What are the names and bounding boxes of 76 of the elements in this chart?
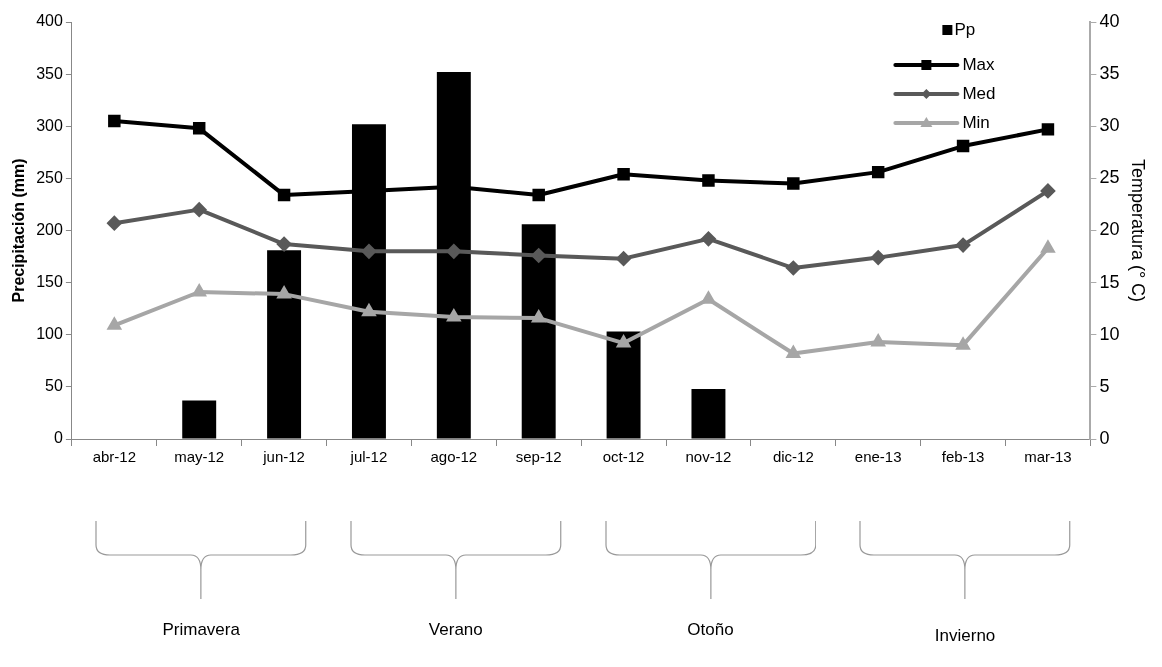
point [1041, 241, 1055, 253]
point [956, 139, 970, 153]
point [107, 216, 122, 231]
text: Invierno [934, 626, 996, 646]
y2-tick-label: 20 [1099, 219, 1120, 240]
point [446, 244, 461, 259]
x-tick-label: nov-12 [685, 448, 732, 466]
y-tick-label: 300 [36, 116, 63, 134]
point [1041, 123, 1055, 136]
x-tick-label: ago-12 [430, 448, 478, 466]
y-tick-label: 400 [36, 12, 63, 30]
text: Primavera [162, 620, 240, 640]
x-tick-label: may-12 [174, 448, 225, 466]
legend-label: Min [962, 112, 990, 132]
point [871, 250, 886, 265]
y-tick-label: 350 [36, 64, 63, 82]
point [277, 188, 291, 202]
x-tick-label: feb-13 [941, 448, 985, 466]
y2-axis-title: Temperatura (° C) [1128, 158, 1149, 303]
y2-tick-label: 30 [1099, 115, 1120, 136]
x-tick-label: sep-12 [515, 448, 562, 466]
point [787, 177, 800, 190]
bar [182, 400, 217, 439]
point [701, 231, 716, 246]
legend-label: Max [962, 54, 995, 74]
point [785, 344, 801, 359]
x-tick-label: jun-12 [262, 448, 305, 466]
point [532, 188, 545, 202]
point [192, 285, 206, 297]
point [277, 287, 291, 299]
x-tick-label: ene-13 [854, 448, 902, 466]
point [108, 114, 121, 128]
point [871, 165, 885, 179]
x-tick-label: dic-12 [772, 448, 814, 466]
y2-tick-label: 15 [1099, 271, 1120, 292]
point [277, 237, 292, 252]
point [702, 174, 715, 187]
text: Verano [428, 620, 483, 640]
x-tick-label: jul-12 [349, 448, 388, 466]
y-axis-title: Precipitación (mm) [10, 158, 28, 303]
point [617, 167, 630, 181]
bar [691, 388, 726, 439]
y2-tick-label: 5 [1099, 375, 1110, 396]
x-tick-label: mar-13 [1024, 448, 1072, 466]
y-tick-label: 50 [45, 377, 63, 395]
point [531, 248, 546, 263]
y-tick-label: 0 [53, 429, 63, 447]
y2-tick-label: 35 [1099, 63, 1120, 84]
point [956, 238, 971, 253]
point [361, 244, 376, 259]
point [362, 304, 376, 317]
point [447, 310, 461, 322]
y2-tick-label: 25 [1099, 167, 1120, 188]
y-tick-label: 250 [36, 168, 63, 186]
x-tick-label: oct-12 [602, 448, 645, 466]
point [532, 311, 546, 323]
point [871, 335, 885, 347]
y-tick-label: 100 [36, 325, 63, 343]
point [616, 251, 631, 266]
bar [267, 250, 302, 439]
bar [606, 331, 641, 439]
y2-tick-label: 40 [1099, 10, 1120, 31]
y-tick-label: 150 [36, 273, 63, 291]
point [192, 202, 207, 217]
point [192, 122, 206, 135]
point [1040, 183, 1055, 198]
y2-tick-label: 10 [1099, 323, 1120, 344]
point [786, 261, 801, 276]
x-tick-label: abr-12 [92, 448, 137, 466]
bar [521, 224, 556, 439]
point [956, 338, 970, 350]
legend-label: Med [962, 83, 996, 103]
text: Otoño [687, 620, 734, 640]
legend-label: Pp [954, 19, 976, 39]
y2-tick-label: 0 [1099, 427, 1110, 448]
y-tick-label: 200 [36, 220, 63, 238]
